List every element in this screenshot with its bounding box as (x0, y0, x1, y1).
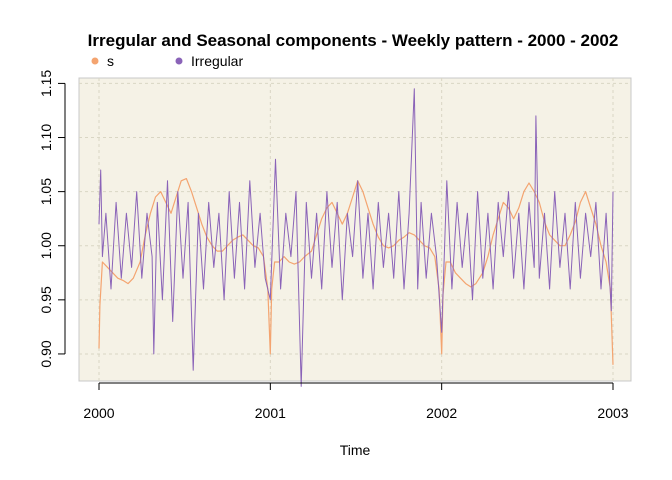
y-tick-label: 1.10 (38, 124, 54, 151)
y-tick-label: 1.05 (38, 178, 54, 205)
legend: s Irregular (91, 53, 243, 69)
legend-marker (91, 57, 99, 65)
legend-label: Irregular (191, 53, 243, 69)
legend-item-irregular: Irregular (175, 53, 243, 69)
y-tick-label: 1.00 (38, 232, 54, 259)
series-line-s (98, 178, 614, 365)
series-line-irregular (98, 88, 614, 387)
legend-marker (175, 57, 183, 65)
chart-title: Irregular and Seasonal components - Week… (88, 31, 619, 50)
legend-label: s (107, 53, 114, 69)
x-tick-label: 2000 (83, 405, 114, 421)
x-tick-label: 2003 (597, 405, 628, 421)
x-axis-label: Time (340, 442, 371, 458)
y-tick-label: 1.15 (38, 70, 54, 97)
legend-item-s: s (91, 53, 114, 69)
y-tick-label: 0.90 (38, 340, 54, 367)
plot-area-background (78, 77, 632, 382)
x-axis: 2000 2001 2002 2003 (83, 382, 629, 421)
x-tick-label: 2002 (426, 405, 457, 421)
x-tick-label: 2001 (255, 405, 286, 421)
y-tick-label: 0.95 (38, 286, 54, 313)
series-layer (98, 88, 614, 387)
y-axis: 0.90 0.95 1.00 1.05 1.10 1.15 (38, 70, 66, 368)
